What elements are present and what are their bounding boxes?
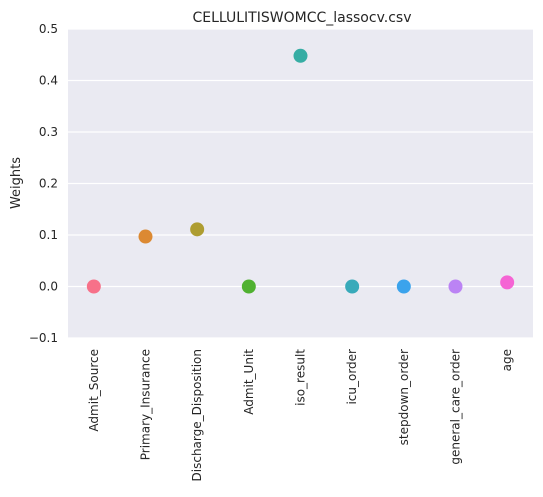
x-tick-label: stepdown_order — [397, 349, 411, 445]
point-general-care-order — [448, 279, 463, 294]
point-stepdown-order — [396, 279, 411, 294]
point-admit-source — [86, 279, 101, 294]
point-icu-order — [345, 279, 360, 294]
x-tick-label: iso_result — [294, 349, 308, 406]
x-tick-label: icu_order — [345, 349, 359, 405]
y-axis-label: Weights — [9, 157, 24, 209]
x-tick-labels: Admit_Source Primary_Insurance Discharge_D… — [87, 349, 514, 482]
chart-title: CELLULITISWOMCC_lassocv.csv — [192, 10, 411, 26]
x-tick-label: Discharge_Disposition — [190, 349, 204, 481]
point-discharge-disposition — [190, 222, 205, 237]
y-tick-label: 0.0 — [39, 280, 58, 294]
data-points — [86, 48, 515, 294]
x-tick-label: Admit_Unit — [242, 349, 256, 415]
point-age — [500, 275, 515, 290]
x-tick-label: general_care_order — [449, 349, 463, 465]
x-tick-label: Admit_Source — [87, 349, 101, 432]
y-tick-label: 0.5 — [39, 22, 58, 36]
point-primary-insurance — [138, 229, 153, 244]
y-tick-labels: −0.1 0.0 0.1 0.2 0.3 0.4 0.5 — [29, 22, 58, 345]
y-tick-label: 0.4 — [39, 74, 58, 88]
y-tick-label: 0.1 — [39, 228, 58, 242]
x-tick-label: Primary_Insurance — [139, 349, 153, 460]
point-admit-unit — [241, 279, 256, 294]
y-tick-label: 0.2 — [39, 177, 58, 191]
y-tick-label: 0.3 — [39, 125, 58, 139]
x-tick-label: age — [500, 349, 514, 371]
y-tick-label: −0.1 — [29, 331, 58, 345]
point-iso-result — [293, 48, 308, 63]
